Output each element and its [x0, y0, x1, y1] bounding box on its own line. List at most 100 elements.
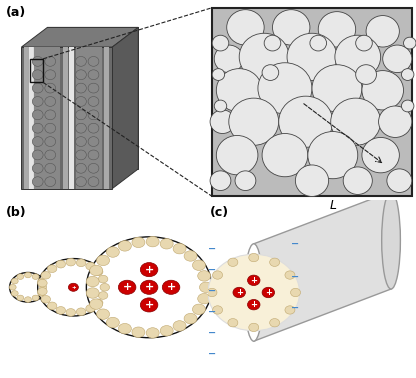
Polygon shape — [76, 47, 102, 189]
Circle shape — [312, 65, 362, 112]
Circle shape — [270, 319, 280, 327]
Circle shape — [146, 328, 159, 338]
Text: −: − — [208, 307, 216, 317]
Circle shape — [76, 123, 87, 133]
Circle shape — [184, 313, 197, 324]
Circle shape — [76, 137, 87, 147]
Circle shape — [379, 106, 412, 138]
Text: (a): (a) — [6, 6, 27, 19]
Circle shape — [233, 287, 245, 298]
Text: −: − — [208, 327, 216, 338]
Circle shape — [17, 274, 24, 279]
Text: a: a — [270, 310, 275, 320]
Circle shape — [200, 282, 213, 293]
Text: +: + — [250, 300, 257, 309]
Circle shape — [90, 299, 103, 309]
Circle shape — [140, 298, 158, 312]
Circle shape — [248, 299, 260, 310]
Circle shape — [249, 253, 259, 262]
Polygon shape — [69, 47, 74, 189]
Circle shape — [132, 237, 145, 248]
Circle shape — [32, 163, 43, 173]
Circle shape — [11, 291, 18, 296]
Circle shape — [76, 110, 87, 120]
Circle shape — [210, 110, 235, 133]
Circle shape — [356, 65, 376, 84]
Circle shape — [32, 110, 43, 120]
Circle shape — [310, 35, 327, 51]
Circle shape — [94, 268, 103, 276]
Text: b: b — [262, 303, 268, 313]
Text: −: − — [208, 244, 216, 254]
Circle shape — [264, 35, 281, 51]
Circle shape — [32, 177, 43, 187]
Circle shape — [210, 171, 231, 191]
Polygon shape — [29, 47, 33, 189]
Ellipse shape — [382, 192, 400, 289]
Text: −: − — [208, 286, 216, 296]
Circle shape — [76, 308, 86, 316]
Circle shape — [86, 305, 95, 312]
Circle shape — [66, 258, 76, 266]
Circle shape — [146, 236, 159, 247]
Circle shape — [235, 171, 256, 191]
Polygon shape — [62, 47, 68, 189]
Circle shape — [119, 241, 131, 251]
Circle shape — [45, 123, 56, 133]
Circle shape — [90, 265, 103, 276]
Circle shape — [32, 83, 43, 93]
Circle shape — [76, 259, 86, 266]
Circle shape — [198, 293, 210, 304]
Circle shape — [38, 259, 109, 316]
Circle shape — [40, 285, 47, 290]
Circle shape — [45, 177, 56, 187]
Text: +: + — [250, 276, 257, 285]
Circle shape — [173, 321, 186, 331]
Circle shape — [290, 288, 300, 297]
Circle shape — [331, 98, 381, 145]
Circle shape — [76, 150, 87, 160]
Circle shape — [98, 292, 108, 299]
Text: +: + — [144, 265, 154, 275]
Circle shape — [270, 258, 280, 266]
Circle shape — [86, 276, 99, 287]
Circle shape — [173, 243, 186, 254]
Circle shape — [162, 280, 180, 294]
Circle shape — [216, 135, 258, 175]
Circle shape — [94, 299, 103, 307]
Circle shape — [37, 279, 47, 287]
Circle shape — [88, 177, 99, 187]
Circle shape — [229, 98, 279, 145]
Circle shape — [362, 138, 399, 173]
Circle shape — [228, 258, 238, 266]
Circle shape — [68, 283, 78, 291]
Circle shape — [41, 271, 50, 279]
Polygon shape — [212, 8, 412, 197]
Circle shape — [11, 278, 18, 284]
Circle shape — [37, 288, 47, 295]
Circle shape — [45, 83, 56, 93]
Circle shape — [285, 271, 295, 279]
Circle shape — [216, 69, 262, 112]
Polygon shape — [254, 192, 391, 341]
Polygon shape — [22, 27, 138, 47]
Circle shape — [38, 278, 45, 284]
Circle shape — [119, 280, 136, 294]
Circle shape — [106, 247, 119, 257]
Circle shape — [32, 56, 43, 66]
Circle shape — [239, 33, 289, 81]
Circle shape — [212, 69, 225, 81]
Circle shape — [88, 96, 99, 106]
Circle shape — [88, 137, 99, 147]
Circle shape — [140, 263, 158, 277]
Circle shape — [32, 274, 39, 279]
Circle shape — [47, 265, 57, 273]
Circle shape — [193, 304, 206, 314]
Circle shape — [212, 35, 229, 51]
Circle shape — [88, 163, 99, 173]
Text: +: + — [71, 285, 76, 290]
Circle shape — [88, 123, 99, 133]
Text: (b): (b) — [6, 206, 27, 218]
Circle shape — [25, 272, 32, 278]
Circle shape — [193, 260, 206, 271]
